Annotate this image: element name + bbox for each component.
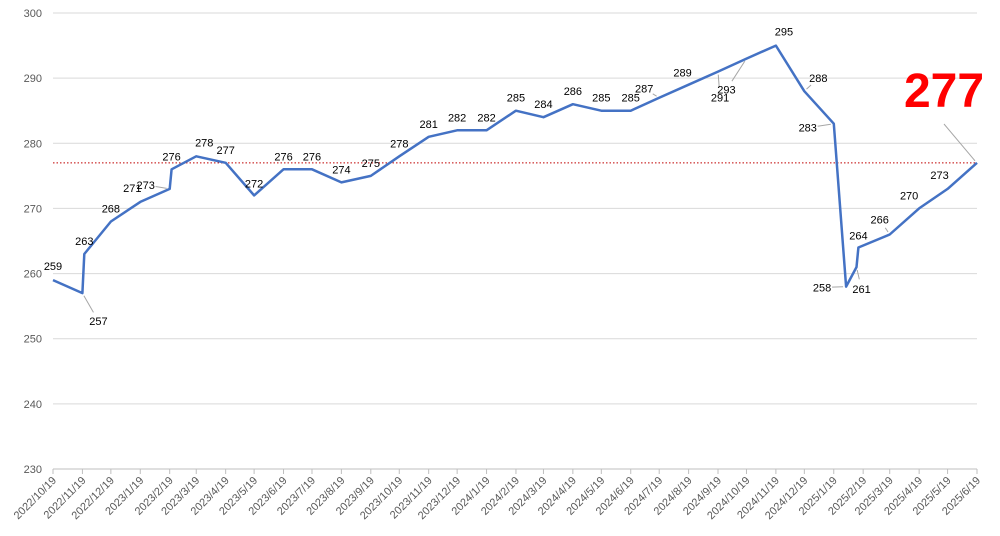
- data-label: 295: [775, 27, 793, 39]
- data-label: 266: [871, 214, 889, 226]
- data-label: 291: [711, 93, 729, 105]
- y-tick-label: 300: [24, 8, 42, 20]
- leader-line: [83, 295, 94, 313]
- data-label: 274: [332, 164, 350, 176]
- data-label: 278: [195, 137, 213, 149]
- leader-line: [884, 227, 889, 233]
- leader-line: [856, 269, 860, 280]
- data-label: 284: [534, 99, 552, 111]
- data-label: 286: [564, 86, 582, 98]
- data-label: 288: [809, 73, 827, 85]
- leader-line: [717, 74, 720, 88]
- data-label: 271: [123, 183, 141, 195]
- data-label: 276: [303, 151, 321, 163]
- latest-value-label: 277: [904, 65, 984, 118]
- data-label: 278: [390, 138, 408, 150]
- data-label: 259: [44, 261, 62, 273]
- data-label: 272: [245, 178, 263, 190]
- data-label: 276: [274, 151, 292, 163]
- data-label: 285: [592, 93, 610, 105]
- data-label: 282: [448, 112, 466, 124]
- data-label: 281: [419, 119, 437, 131]
- leader-line: [652, 93, 657, 97]
- x-axis-ticks: 2022/10/192022/11/192022/12/192023/1/192…: [12, 469, 983, 522]
- leader-line: [731, 60, 746, 82]
- data-label: 293: [717, 85, 735, 97]
- data-label: 261: [852, 284, 870, 296]
- y-tick-label: 270: [24, 203, 42, 215]
- data-label: 263: [75, 236, 93, 248]
- data-label: 257: [89, 316, 107, 328]
- data-label: 273: [930, 170, 948, 182]
- y-axis-tick-labels: 230 240 250 260 270 280 290 300: [24, 8, 42, 476]
- gridlines: [53, 12, 977, 405]
- data-label: 282: [477, 112, 495, 124]
- y-tick-label: 240: [24, 399, 42, 411]
- data-label: 270: [900, 190, 918, 202]
- data-label: 285: [622, 93, 640, 105]
- series-line: [52, 44, 978, 295]
- data-label: 277: [216, 145, 234, 157]
- y-tick-label: 230: [24, 464, 42, 476]
- data-label: 287: [635, 84, 653, 96]
- data-label: 273: [137, 180, 155, 192]
- data-label: 285: [507, 93, 525, 105]
- y-tick-label: 250: [24, 334, 42, 346]
- leader-line: [155, 186, 167, 189]
- data-label: 258: [813, 283, 831, 295]
- data-label: 276: [162, 151, 180, 163]
- data-label: 283: [799, 123, 817, 135]
- leader-line: [806, 84, 812, 90]
- data-label: 268: [102, 203, 120, 215]
- y-tick-label: 280: [24, 138, 42, 150]
- data-label: 275: [362, 158, 380, 170]
- data-label: 264: [849, 231, 867, 243]
- latest-leader-line: [943, 123, 976, 162]
- data-label: 289: [673, 68, 691, 80]
- y-tick-label: 260: [24, 269, 42, 281]
- y-tick-label: 290: [24, 73, 42, 85]
- leader-line: [817, 123, 831, 127]
- data-label-leaders: [83, 60, 976, 313]
